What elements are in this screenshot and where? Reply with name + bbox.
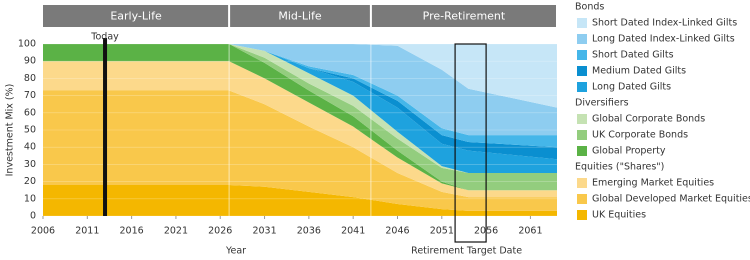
y-tick-label: 80	[24, 73, 36, 84]
x-tick-label: 2031	[252, 226, 276, 237]
legend-label: Emerging Market Equities	[592, 178, 714, 189]
x-tick-label: 2061	[518, 226, 542, 237]
legend-label: Long Dated Index-Linked Gilts	[592, 34, 735, 45]
legend-swatch	[577, 194, 587, 204]
today-line	[103, 38, 108, 216]
legend-group-title: Diversifiers	[575, 98, 629, 109]
target-box	[454, 43, 487, 243]
x-tick-label: 2051	[430, 226, 454, 237]
legend-label: Global Property	[592, 146, 666, 157]
phase-bar	[230, 5, 370, 27]
y-axis-label: Investment Mix (%)	[5, 84, 16, 177]
phase-label: Mid-Life	[278, 10, 322, 23]
area	[43, 44, 557, 136]
phase-label: Early-Life	[110, 10, 162, 23]
target-label: Retirement Target Date	[411, 246, 522, 257]
legend-swatch	[577, 114, 587, 124]
x-tick-label: 2026	[208, 226, 232, 237]
area	[43, 44, 557, 173]
x-tick-label: 2041	[341, 226, 365, 237]
x-tick-label: 2046	[385, 226, 409, 237]
phase-bar	[371, 5, 556, 27]
legend-label: Short Dated Gilts	[592, 50, 674, 61]
legend-swatch	[577, 82, 587, 92]
area	[43, 44, 557, 191]
legend-label: Global Corporate Bonds	[592, 114, 705, 125]
y-tick-label: 100	[18, 39, 36, 50]
area	[43, 44, 557, 160]
area	[43, 90, 557, 211]
x-tick-label: 2011	[75, 226, 99, 237]
legend-label: Global Developed Market Equities	[592, 194, 750, 205]
area	[43, 44, 557, 148]
legend-label: UK Corporate Bonds	[592, 130, 688, 141]
y-tick-label: 20	[24, 176, 36, 187]
legend-swatch	[577, 146, 587, 156]
y-tick-label: 90	[24, 56, 36, 67]
x-tick-label: 2036	[297, 226, 321, 237]
y-tick-label: 0	[30, 211, 36, 222]
area	[43, 44, 557, 108]
phase-label: Pre-Retirement	[423, 10, 506, 23]
x-tick-label: 2006	[31, 226, 55, 237]
legend-swatch	[577, 178, 587, 188]
legend-group-title: Equities ("Shares")	[575, 162, 664, 173]
legend-group-title: Bonds	[575, 2, 604, 13]
x-tick-label: 2021	[164, 226, 188, 237]
y-tick-label: 60	[24, 107, 36, 118]
area	[43, 185, 557, 216]
legend-label: Long Dated Gilts	[592, 82, 671, 93]
area	[43, 44, 557, 191]
phase-bar	[43, 5, 229, 27]
y-tick-label: 40	[24, 142, 36, 153]
legend-swatch	[577, 34, 587, 44]
area	[43, 44, 557, 173]
y-tick-label: 30	[24, 159, 36, 170]
legend-label: Short Dated Index-Linked Gilts	[592, 18, 737, 29]
area	[43, 61, 557, 198]
y-tick-label: 10	[24, 193, 36, 204]
y-tick-label: 50	[24, 125, 36, 136]
y-tick-label: 70	[24, 90, 36, 101]
x-axis-label: Year	[225, 246, 246, 257]
legend-swatch	[577, 18, 587, 28]
x-tick-label: 2016	[120, 226, 144, 237]
legend-swatch	[577, 130, 587, 140]
legend-label: UK Equities	[592, 210, 646, 221]
legend-swatch	[577, 66, 587, 76]
legend-label: Medium Dated Gilts	[592, 66, 686, 77]
today-label: Today	[90, 32, 119, 43]
legend-swatch	[577, 50, 587, 60]
legend-swatch	[577, 210, 587, 220]
